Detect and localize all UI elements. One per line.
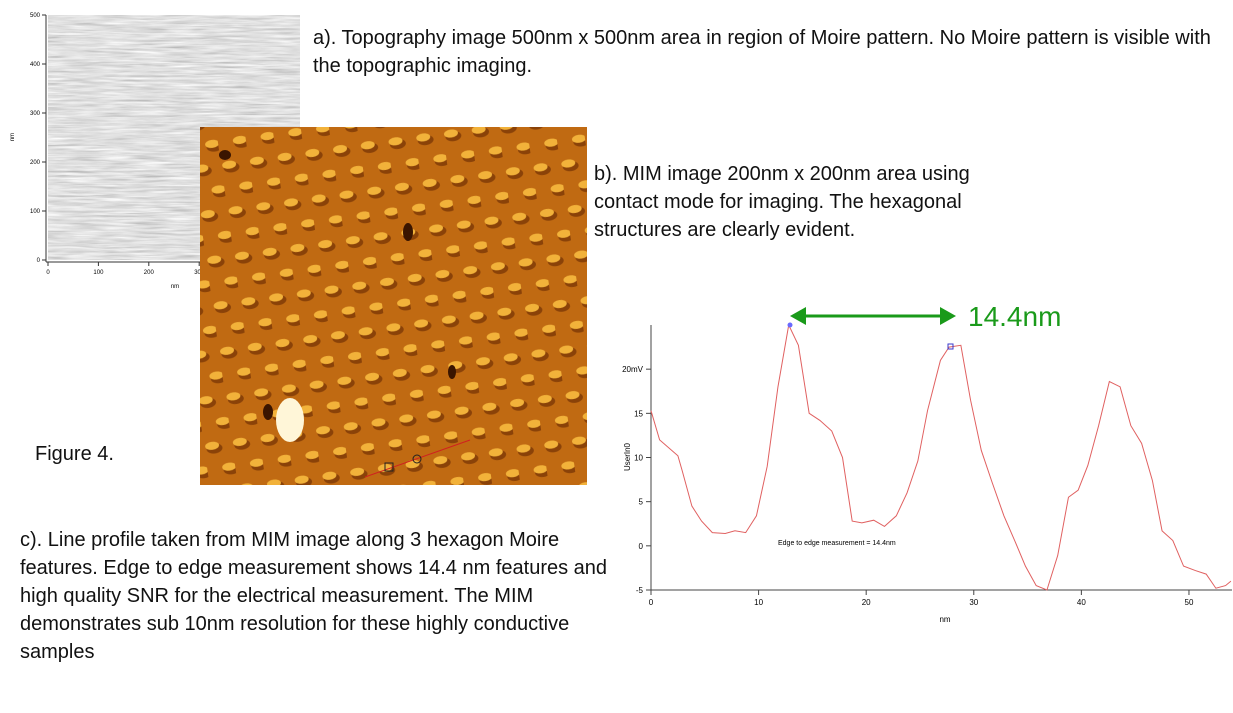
x-tick-label: 30 (969, 598, 978, 607)
y-tick-label: 200 (30, 160, 41, 166)
y-tick-label: 20mV (622, 365, 644, 374)
annotation: Edge to edge measurement = 14.4nm (778, 540, 896, 547)
y-tick-label: 10 (634, 454, 643, 463)
x-tick-label: 0 (649, 598, 654, 607)
x-tick-label: 40 (1077, 598, 1086, 607)
y-tick-label: 0 (37, 258, 41, 264)
line-profile-chart: -5 0 5 10 15 20mV 0 10 20 30 40 50 nm UserIn0 Edge to … (622, 323, 1232, 625)
mim-defect (448, 365, 456, 379)
caption-b: b). MIM image 200nm x 200nm area using c… (594, 160, 1014, 244)
mim-defect (219, 150, 231, 160)
caption-a: a). Topography image 500nm x 500nm area … (313, 24, 1213, 80)
cursor-marker (788, 323, 793, 328)
mim-defect (263, 404, 273, 420)
y-tick-label: 15 (634, 409, 643, 418)
x-tick-label: 100 (93, 270, 104, 276)
y-tick-label: 100 (30, 209, 41, 215)
y-tick-label: 500 (30, 13, 41, 19)
mim-image (200, 127, 587, 485)
y-tick-label: 300 (30, 111, 41, 117)
x-tick-label: 50 (1185, 598, 1194, 607)
caption-c: c). Line profile taken from MIM image al… (20, 526, 610, 666)
y-tick-label: 0 (639, 542, 644, 551)
x-tick-label: 200 (144, 270, 155, 276)
page: 01002003004005000100200300nmnm 14.4nm -5… (0, 0, 1233, 713)
x-tick-label: 20 (862, 598, 871, 607)
spacing-label: 14.4nm (968, 301, 1061, 332)
y-axis-label: nm (10, 133, 16, 141)
x-tick-label: 10 (754, 598, 763, 607)
mim-bright-spot (276, 398, 304, 442)
x-axis-label: nm (939, 615, 950, 624)
y-tick-label: 5 (639, 498, 644, 507)
x-tick-label: 0 (46, 270, 50, 276)
x-axis-label: nm (171, 284, 179, 290)
mim-defect (403, 223, 413, 241)
y-tick-label: -5 (636, 586, 644, 595)
y-axis-label: UserIn0 (623, 442, 632, 471)
y-tick-label: 400 (30, 62, 41, 68)
figure-label: Figure 4. (35, 440, 114, 468)
profile-line (651, 325, 1231, 590)
